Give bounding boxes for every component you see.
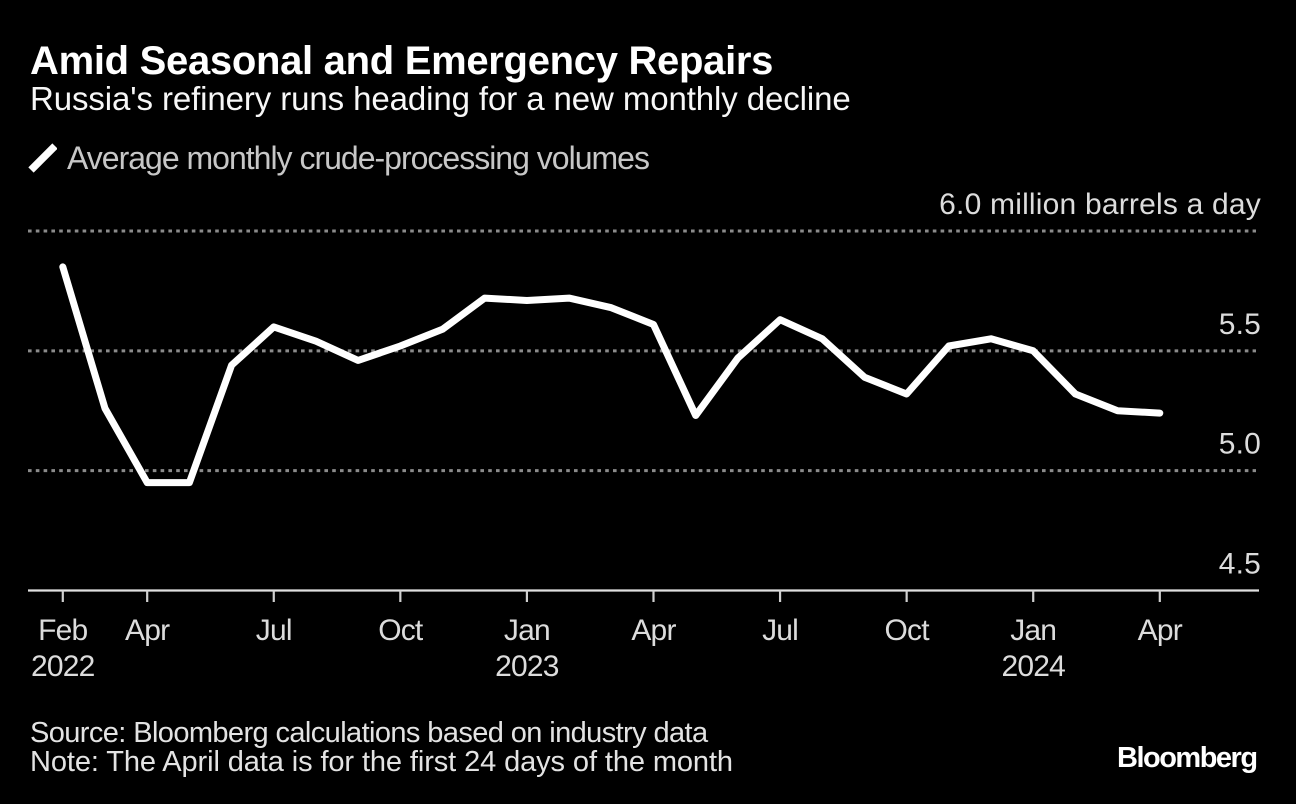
x-tick-label-month: Jan bbox=[504, 614, 550, 647]
legend-line-swatch-icon bbox=[28, 143, 57, 173]
data-line-series bbox=[59, 263, 1164, 487]
x-tick-label-month: Jan bbox=[1010, 614, 1056, 647]
y-tick-label-4.5: 4.5 bbox=[1219, 548, 1261, 581]
chart-footnotes: Source: Bloomberg calculations based on … bbox=[30, 719, 733, 777]
chart-legend: Average monthly crude-processing volumes bbox=[27, 139, 650, 176]
x-tick-label-year: 2023 bbox=[495, 650, 559, 683]
legend-series-label: Average monthly crude-processing volumes bbox=[67, 139, 650, 176]
x-tick-label-year: 2022 bbox=[31, 650, 95, 683]
x-tick-label-month: Oct bbox=[885, 614, 931, 647]
source-note: Source: Bloomberg calculations based on … bbox=[30, 717, 708, 749]
bloomberg-logo: Bloomberg bbox=[1117, 742, 1258, 774]
april-note: Note: The April data is for the first 24… bbox=[30, 746, 733, 778]
x-tick-label-month: Apr bbox=[125, 614, 170, 647]
chart-title: Amid Seasonal and Emergency Repairs bbox=[30, 39, 774, 83]
x-tick-label-month: Feb bbox=[38, 614, 87, 647]
x-tick-label-year: 2024 bbox=[1001, 650, 1065, 683]
x-tick-label-month: Jul bbox=[762, 614, 798, 647]
x-tick-label-month: Oct bbox=[378, 614, 424, 647]
x-tick-label-month: Apr bbox=[631, 614, 676, 647]
y-tick-label-5.0: 5.0 bbox=[1219, 428, 1261, 461]
legend-line-mark bbox=[28, 143, 57, 173]
x-tick-label-month: Apr bbox=[1138, 614, 1183, 647]
chart-subtitle: Russia's refinery runs heading for a new… bbox=[30, 80, 851, 117]
x-tick-label-month: Jul bbox=[256, 614, 292, 647]
y-tick-label-6.0: 6.0 million barrels a day bbox=[939, 188, 1261, 221]
y-tick-label-5.5: 5.5 bbox=[1219, 308, 1261, 341]
